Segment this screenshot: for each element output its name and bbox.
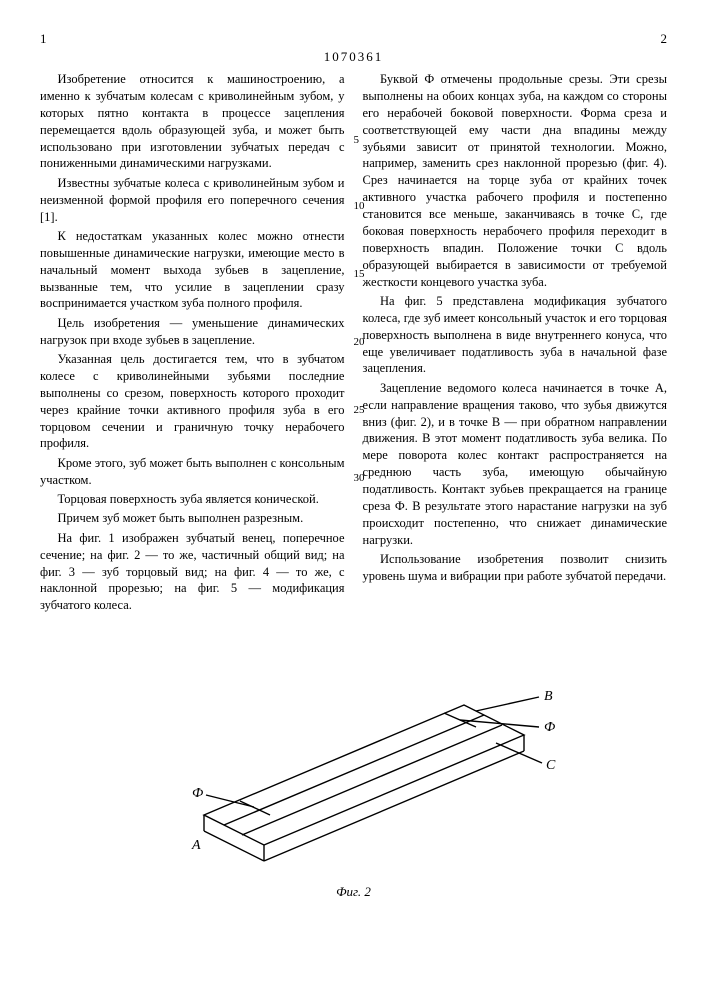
figure-label-C: C: [546, 758, 556, 773]
right-column: Буквой Ф отмечены продольные срезы. Эти …: [363, 71, 668, 617]
figure-label-phi-2: Ф: [192, 786, 203, 801]
figure-label-phi-1: Ф: [544, 720, 555, 735]
right-page-number: 2: [661, 30, 668, 48]
paragraph: Цель изобретения — уменьшение динамическ…: [40, 315, 345, 349]
left-page-number: 1: [40, 30, 47, 48]
figure-caption: Фиг. 2: [40, 883, 667, 901]
paragraph: Использование изобретения позволит снизи…: [363, 551, 668, 585]
paragraph: Торцовая поверхность зуба является конич…: [40, 491, 345, 508]
paragraph: Зацепление ведомого колеса начинается в …: [363, 380, 668, 549]
paragraph: Причем зуб может быть выполнен разрезным…: [40, 510, 345, 527]
paragraph: Изобретение относится к машиностроению, …: [40, 71, 345, 172]
line-number: 15: [354, 267, 365, 282]
paragraph: На фиг. 1 изображен зубчатый венец, попе…: [40, 530, 345, 614]
left-column: Изобретение относится к машиностроению, …: [40, 71, 345, 617]
line-number: 30: [354, 471, 365, 486]
doc-number: 1070361: [40, 48, 667, 66]
paragraph: Известны зубчатые колеса с криволинейным…: [40, 175, 345, 226]
figure-2: A B C Ф Ф Фиг. 2: [40, 645, 667, 901]
figure-label-A: A: [191, 838, 201, 853]
line-number: 25: [354, 403, 365, 418]
figure-diagram: A B C Ф Ф: [144, 645, 564, 875]
paragraph: Буквой Ф отмечены продольные срезы. Эти …: [363, 71, 668, 290]
line-number: 20: [354, 335, 365, 350]
line-number: 10: [354, 199, 365, 214]
page-header: 1 2 1070361: [40, 30, 667, 65]
paragraph: К недостаткам указанных колес можно отне…: [40, 228, 345, 312]
line-number: 5: [354, 133, 360, 148]
text-columns: Изобретение относится к машиностроению, …: [40, 71, 667, 617]
paragraph: Кроме этого, зуб может быть выполнен с к…: [40, 455, 345, 489]
figure-label-B: B: [544, 689, 553, 704]
paragraph: На фиг. 5 представлена модификация зубча…: [363, 293, 668, 377]
paragraph: Указанная цель достигается тем, что в зу…: [40, 351, 345, 452]
